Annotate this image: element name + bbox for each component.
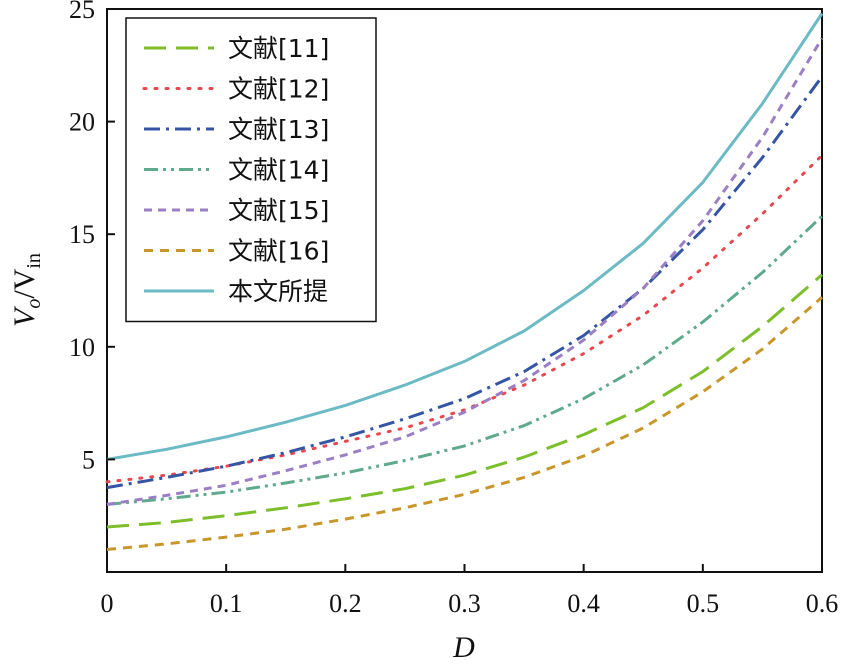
y-tick-label: 10 [69, 333, 95, 362]
series-line-5 [106, 37, 824, 506]
x-tick-label: 0 [101, 589, 114, 618]
legend-box [125, 17, 377, 323]
x-tick-label: 0.3 [448, 589, 481, 618]
y-tick-label: 20 [69, 108, 95, 137]
series-line-4 [106, 215, 824, 506]
series-line-2 [105, 153, 824, 484]
x-tick-label: 0.6 [806, 589, 839, 618]
y-tick-label: 5 [82, 445, 95, 474]
legend-label: 文献[14] [228, 156, 329, 185]
series-layer [105, 12, 824, 551]
y-tick-label: 15 [69, 220, 95, 249]
series-line-1 [106, 273, 823, 529]
y-axis-label: Vo/Vin [8, 253, 45, 327]
y-axis-label-sub-o: o [23, 299, 45, 309]
legend-label: 文献[11] [228, 34, 329, 63]
series-line-7 [106, 12, 824, 461]
y-axis-label-sub-in: in [23, 253, 45, 269]
x-tick-label: 0.5 [687, 589, 720, 618]
legend-label: 文献[16] [228, 237, 329, 266]
legend-label: 文献[12] [228, 75, 329, 104]
y-tick-label: 25 [69, 0, 95, 24]
legend-label: 文献[15] [228, 196, 329, 225]
legend-label: 本文所提 [228, 277, 328, 306]
x-axis-label: D [452, 631, 475, 664]
x-tick-label: 0.4 [567, 589, 600, 618]
series-line-6 [106, 296, 823, 551]
x-tick-label: 0.1 [210, 589, 243, 618]
y-axis-label-main: V [8, 305, 41, 327]
x-tick-label: 0.2 [329, 589, 362, 618]
legend-label: 文献[13] [228, 115, 329, 144]
tick-layer: 0 0.1 0.2 0.3 0.4 0.5 0.6 5 10 15 20 25 [69, 0, 838, 618]
series-line-3 [106, 75, 824, 490]
y-axis-label-slash: /V [8, 268, 41, 298]
legend: 文献[11] 文献[12] 文献[13] 文献[14] 文献[15] 文献[16] 本文所提 [125, 17, 377, 323]
